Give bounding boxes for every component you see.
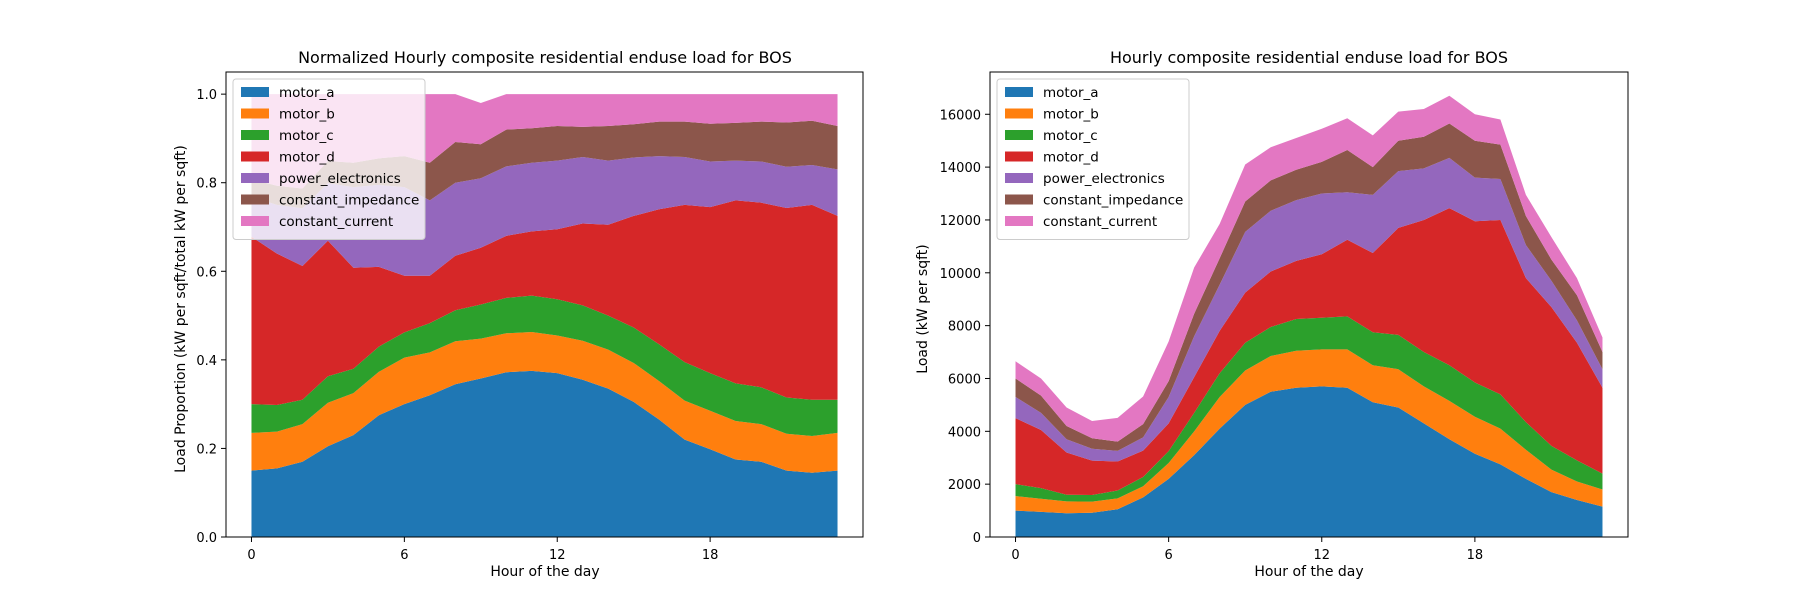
area-motor-b: [251, 331, 838, 473]
legend-swatch-motor-a: [241, 87, 269, 97]
y-tick-label: 0.6: [196, 265, 217, 280]
y-tick-label: 0.8: [196, 177, 217, 192]
legend-label-motor-a: motor_a: [279, 85, 335, 101]
x-tick-label: 6: [1164, 548, 1172, 563]
legend-label-motor-d: motor_d: [279, 150, 335, 166]
area-power-electronics: [251, 156, 838, 276]
legend-swatch-motor-d: [241, 151, 269, 162]
legend-swatch-power-electronics: [241, 173, 269, 183]
area-constant-current: [1015, 95, 1603, 442]
normalized-load-chart: Normalized Hourly composite residential …: [173, 48, 864, 580]
area-motor-c: [1015, 316, 1603, 502]
x-tick-label: 12: [1313, 548, 1330, 563]
x-tick-label: 0: [247, 548, 255, 563]
area-motor-c: [251, 295, 838, 437]
legend-box: [996, 78, 1190, 240]
y-axis-ticks: 0.0 0.2 0.4 0.6 0.8 1.0: [196, 88, 226, 546]
y-tick-label: 0.2: [196, 442, 217, 457]
legend: motor_a motor_b motor_c motor_d power_electr…: [996, 78, 1190, 240]
legend-label-motor-c: motor_c: [1043, 128, 1098, 144]
area-motor-d: [1015, 208, 1603, 495]
x-tick-label: 0: [1011, 548, 1019, 563]
legend-label-motor-a: motor_a: [1043, 85, 1099, 101]
y-tick-label: 8000: [948, 320, 981, 335]
x-tick-label: 18: [1467, 548, 1484, 563]
legend-swatch-motor-d: [1005, 151, 1033, 162]
legend-swatch-constant-current: [241, 216, 269, 226]
x-axis-label: Hour of the day: [490, 564, 599, 580]
x-axis-ticks: 0 6 12 18: [1011, 537, 1483, 563]
x-tick-label: 12: [549, 548, 566, 563]
legend: motor_a motor_b motor_c motor_d power_electr…: [232, 78, 426, 240]
legend-swatch-motor-a: [1005, 87, 1033, 97]
area-motor-d: [251, 200, 838, 406]
y-tick-label: 0.0: [196, 531, 217, 546]
x-axis-label: Hour of the day: [1254, 564, 1363, 580]
area-constant-impedance: [1015, 123, 1603, 451]
legend-label-motor-b: motor_b: [1043, 107, 1099, 123]
legend-label-motor-d: motor_d: [1043, 150, 1099, 166]
area-layers: [1015, 95, 1603, 537]
x-tick-label: 6: [400, 548, 408, 563]
legend-box: [232, 78, 426, 240]
legend-swatch-motor-b: [1005, 108, 1033, 119]
y-tick-label: 6000: [948, 372, 981, 387]
y-tick-label: 10000: [940, 267, 981, 282]
chart-title: Hourly composite residential enduse load…: [1110, 48, 1508, 67]
legend-swatch-motor-b: [241, 108, 269, 119]
plot-frame: [989, 71, 1629, 538]
legend-label-constant-current: constant_current: [279, 214, 393, 230]
y-tick-label: 1.0: [196, 88, 217, 103]
legend-swatch-power-electronics: [1005, 173, 1033, 183]
legend-label-constant-impedance: constant_impedance: [1043, 193, 1183, 209]
legend-swatch-constant-impedance: [241, 194, 269, 205]
y-tick-label: 16000: [940, 108, 981, 123]
chart-title: Normalized Hourly composite residential …: [298, 48, 792, 67]
legend-label-constant-impedance: constant_impedance: [279, 193, 419, 209]
legend-swatch-constant-current: [1005, 216, 1033, 226]
legend-label-motor-b: motor_b: [279, 107, 335, 123]
y-tick-label: 4000: [948, 425, 981, 440]
y-axis-ticks: 0 2000 4000 6000 8000 10000 12000 14000 16000: [940, 108, 990, 546]
y-tick-label: 12000: [940, 214, 981, 229]
legend-label-motor-c: motor_c: [279, 128, 334, 144]
area-motor-b: [1015, 349, 1603, 514]
legend-swatch-motor-c: [1005, 130, 1033, 140]
y-tick-label: 0: [973, 531, 981, 546]
area-motor-a: [1015, 386, 1603, 537]
area-power-electronics: [1015, 157, 1603, 462]
x-axis-ticks: 0 6 12 18: [247, 537, 718, 563]
plot-frame: [225, 71, 864, 538]
y-tick-label: 14000: [940, 161, 981, 176]
y-tick-label: 2000: [948, 478, 981, 493]
area-motor-a: [251, 370, 838, 537]
legend-label-power-electronics: power_electronics: [279, 171, 401, 187]
absolute-load-chart: Hourly composite residential enduse load…: [915, 48, 1629, 580]
legend-swatch-motor-c: [241, 130, 269, 140]
y-axis-label: Load (kW per sqft): [915, 244, 931, 373]
y-axis-label: Load Proportion (kW per sqft/total kW pe…: [173, 145, 189, 473]
y-tick-label: 0.4: [196, 354, 217, 369]
legend-swatch-constant-impedance: [1005, 194, 1033, 205]
legend-label-constant-current: constant_current: [1043, 214, 1157, 230]
legend-label-power-electronics: power_electronics: [1043, 171, 1165, 187]
area-layers: [251, 94, 838, 537]
x-tick-label: 18: [702, 548, 719, 563]
